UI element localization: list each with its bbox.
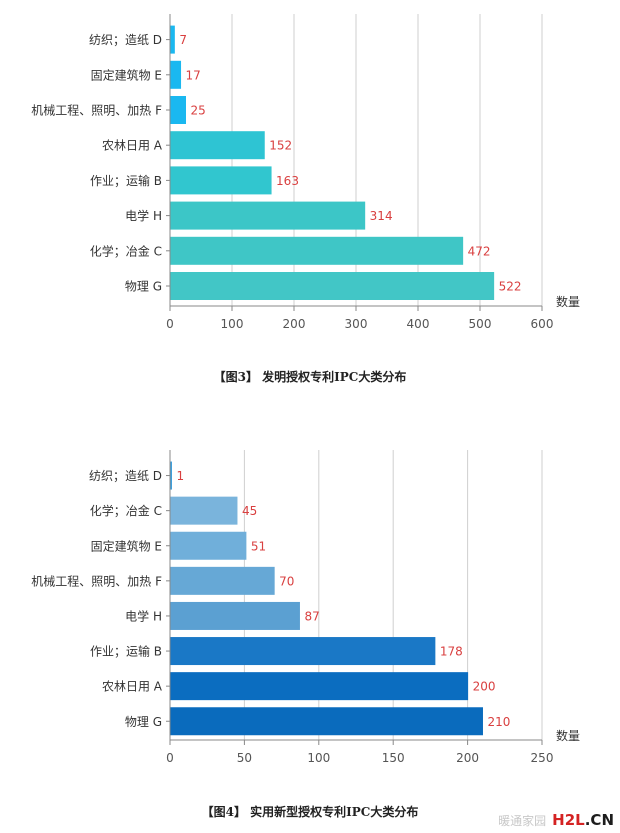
chart-caption: 【图3】 发明授权专利IPC大类分布 [213,370,407,384]
category-label: 机械工程、照明、加热 F [31,103,162,118]
data-label: 472 [468,244,491,258]
x-tick-label: 100 [307,751,330,765]
category-label: 固定建筑物 E [91,538,162,553]
data-label: 178 [440,645,463,659]
data-label: 522 [499,280,522,294]
bar [170,166,272,195]
bar [170,601,300,630]
x-tick-label: 400 [407,317,430,331]
category-label: 作业；运输 B [90,173,162,188]
utility-model-chart: 0 50 100 150 200 250 数量 纺织；造纸 D 1 化学；冶金 C 45 固定建筑物 … [0,450,620,780]
bar [170,707,483,736]
bar [170,672,469,701]
data-label: 87 [304,609,319,623]
bar [170,496,238,525]
category-label: 电学 H [125,208,162,223]
bar [170,566,275,595]
data-label: 70 [279,574,294,588]
x-tick-label: 200 [283,317,306,331]
x-tick-label: 50 [237,751,252,765]
bar [170,96,186,124]
x-tick-label: 200 [456,751,479,765]
bar [170,60,182,89]
bar [170,201,366,230]
data-label: 163 [276,174,299,188]
bar [170,461,172,490]
x-tick-label: 300 [345,317,368,331]
bar [170,236,464,265]
x-tick-label: 100 [221,317,244,331]
category-label: 作业；运输 B [90,644,162,659]
x-tick-label: 150 [382,751,405,765]
category-label: 固定建筑物 E [91,67,162,82]
x-tick-label: 600 [531,317,554,331]
category-label: 纺织；造纸 D [89,33,162,47]
category-label: 机械工程、照明、加热 F [31,573,162,588]
data-label: 1 [176,469,184,483]
bar [170,25,175,54]
x-tick-label: 500 [469,317,492,331]
watermark-text: 暖通家园 [498,813,547,828]
category-label: 物理 G [125,280,162,294]
category-label: 化学；冶金 C [90,503,162,518]
x-axis-label: 数量 [556,294,580,309]
x-axis-label: 数量 [556,728,580,743]
invention-patent-chart: 0 100 200 300 400 500 600 数量 纺织；造纸 D 7 固定建筑物 E 17 机械… [0,0,620,345]
data-label: 314 [370,209,393,223]
category-label: 物理 G [125,715,162,729]
data-label: 45 [242,504,257,518]
x-tick-label: 0 [166,751,174,765]
bar [170,272,495,300]
data-label: 200 [473,680,496,694]
data-label: 17 [186,68,201,82]
logo-main: H2L [552,811,585,829]
data-label: 152 [269,139,292,153]
chart-caption: 【图4】 实用新型授权专利IPC大类分布 [201,805,419,819]
x-tick-label: 250 [531,751,554,765]
category-label: 电学 H [125,608,162,623]
category-label: 化学；冶金 C [90,243,162,258]
category-label: 农林日用 A [102,680,163,694]
bar [170,637,436,666]
site-logo: 暖通家园 H2L .CN [498,811,614,829]
x-tick-label: 0 [166,317,174,331]
category-label: 纺织；造纸 D [89,469,162,483]
category-label: 农林日用 A [102,139,163,153]
data-label: 210 [487,715,510,729]
bar [170,131,265,160]
logo-suffix: .CN [584,811,614,829]
data-label: 51 [251,539,266,553]
data-label: 7 [179,33,187,47]
data-label: 25 [191,104,206,118]
bar [170,531,247,560]
